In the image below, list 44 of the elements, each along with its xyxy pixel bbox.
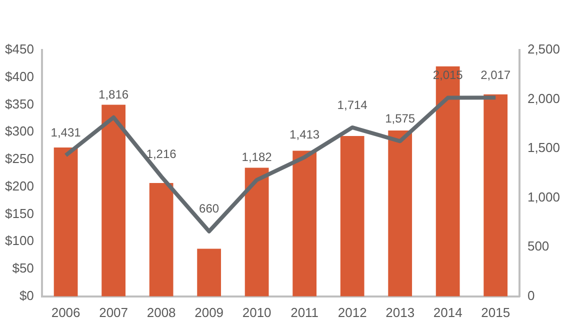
y-tick-label: $100 [5, 233, 34, 248]
data-label: 1,714 [337, 98, 368, 112]
bar [244, 168, 269, 296]
y-tick-label: $150 [5, 206, 34, 221]
y-tick-label: $250 [5, 151, 34, 166]
x-tick-label: 2012 [338, 304, 367, 320]
x-tick-label: 2014 [433, 304, 462, 320]
x-tick-label: 2015 [481, 304, 510, 320]
x-tick-label: 2009 [194, 304, 224, 320]
y-tick-label: $400 [5, 68, 34, 84]
bar [484, 94, 508, 296]
bar [292, 150, 317, 296]
y-tick-label: $0 [19, 288, 34, 303]
data-label: 2,017 [480, 68, 511, 82]
bar [102, 104, 126, 296]
x-tick-label: 2008 [146, 304, 176, 320]
x-tick-label: 2010 [242, 304, 272, 320]
y2-tick-label: 1,500 [527, 140, 560, 156]
x-tick-label: 2006 [51, 304, 80, 320]
y2-tick-label: 2,000 [527, 90, 560, 106]
x-tick-label: 2007 [99, 304, 128, 320]
y-tick-label: $300 [5, 124, 34, 139]
data-label: 1,413 [290, 127, 320, 142]
data-label: 1,182 [242, 150, 272, 164]
y2-tick-label: 1,000 [527, 189, 560, 204]
data-label: 1,431 [50, 126, 82, 140]
data-label: 1,575 [385, 111, 416, 126]
y-tick-label: $450 [5, 42, 34, 57]
bar [149, 183, 174, 296]
data-label: 1,816 [98, 88, 129, 102]
bar [197, 248, 221, 296]
x-tick-label: 2013 [386, 304, 415, 320]
bar [340, 136, 364, 296]
y2-tick-label: 500 [527, 238, 550, 254]
y2-tick-label: 0 [527, 288, 535, 303]
data-label: 1,216 [146, 146, 177, 161]
x-tick-label: 2011 [290, 304, 319, 320]
bar [388, 130, 412, 296]
data-label: 660 [199, 202, 220, 216]
y2-tick-label: 2,500 [527, 42, 560, 57]
bar [54, 147, 78, 296]
y-tick-label: $50 [12, 260, 34, 276]
y-tick-label: $350 [5, 96, 34, 112]
y-tick-label: $200 [5, 178, 34, 194]
